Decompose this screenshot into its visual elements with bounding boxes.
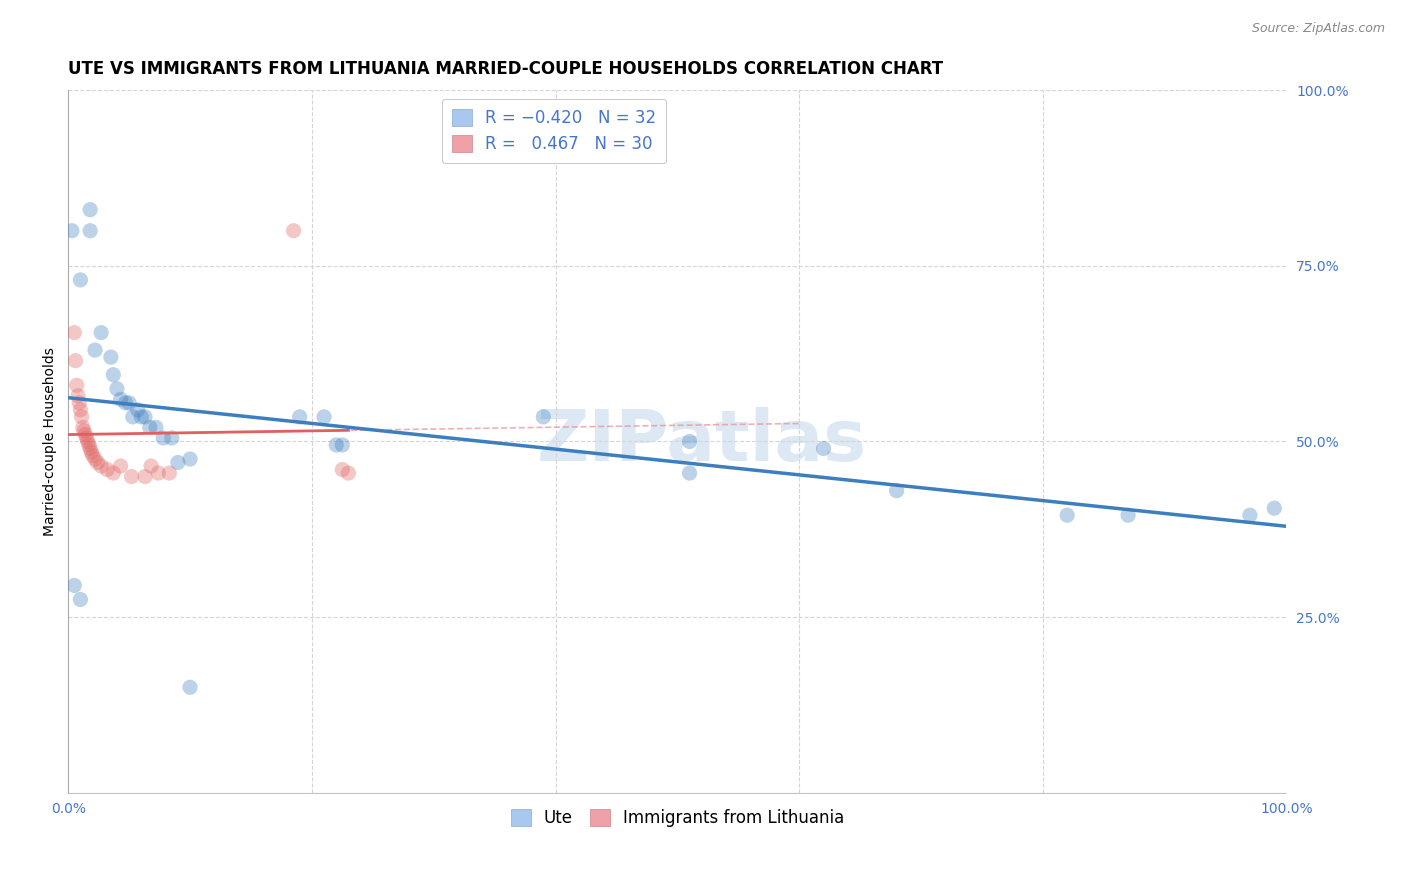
Point bbox=[179, 681, 201, 695]
Point bbox=[69, 592, 91, 607]
Point bbox=[76, 434, 98, 449]
Point bbox=[90, 326, 112, 340]
Point bbox=[79, 442, 101, 456]
Point bbox=[145, 420, 167, 434]
Point bbox=[678, 466, 700, 480]
Point bbox=[76, 431, 98, 445]
Text: UTE VS IMMIGRANTS FROM LITHUANIA MARRIED-COUPLE HOUSEHOLDS CORRELATION CHART: UTE VS IMMIGRANTS FROM LITHUANIA MARRIED… bbox=[69, 60, 943, 78]
Point bbox=[148, 466, 170, 480]
Point bbox=[531, 409, 554, 424]
Point bbox=[134, 409, 156, 424]
Point bbox=[1239, 508, 1261, 523]
Point bbox=[134, 469, 156, 483]
Y-axis label: Married-couple Households: Married-couple Households bbox=[44, 347, 58, 536]
Point bbox=[73, 424, 96, 438]
Point bbox=[63, 326, 86, 340]
Point bbox=[69, 273, 91, 287]
Point bbox=[103, 368, 125, 382]
Point bbox=[79, 202, 101, 217]
Point bbox=[167, 456, 190, 470]
Point bbox=[121, 469, 143, 483]
Point bbox=[1263, 501, 1285, 516]
Point bbox=[312, 409, 335, 424]
Point bbox=[1056, 508, 1078, 523]
Point bbox=[96, 462, 118, 476]
Point bbox=[63, 578, 86, 592]
Legend: Ute, Immigrants from Lithuania: Ute, Immigrants from Lithuania bbox=[503, 802, 851, 833]
Point bbox=[110, 392, 132, 407]
Point bbox=[152, 431, 174, 445]
Point bbox=[114, 396, 136, 410]
Point bbox=[678, 434, 700, 449]
Point bbox=[325, 438, 347, 452]
Point bbox=[70, 409, 93, 424]
Point bbox=[139, 420, 162, 434]
Text: Source: ZipAtlas.com: Source: ZipAtlas.com bbox=[1251, 22, 1385, 36]
Point bbox=[67, 396, 90, 410]
Point bbox=[157, 466, 180, 480]
Text: ZIPatlas: ZIPatlas bbox=[537, 407, 866, 476]
Point bbox=[103, 466, 125, 480]
Point bbox=[110, 458, 132, 473]
Point bbox=[66, 389, 89, 403]
Point bbox=[160, 431, 183, 445]
Point bbox=[179, 452, 201, 467]
Point bbox=[77, 438, 100, 452]
Point bbox=[79, 224, 101, 238]
Point bbox=[330, 438, 353, 452]
Point bbox=[66, 378, 89, 392]
Point bbox=[886, 483, 908, 498]
Point bbox=[1116, 508, 1139, 523]
Point bbox=[72, 420, 94, 434]
Point bbox=[80, 445, 103, 459]
Point bbox=[100, 350, 122, 364]
Point bbox=[118, 396, 141, 410]
Point bbox=[139, 458, 162, 473]
Point bbox=[813, 442, 835, 456]
Point bbox=[84, 452, 107, 467]
Point bbox=[86, 456, 108, 470]
Point bbox=[337, 466, 360, 480]
Point bbox=[121, 409, 143, 424]
Point bbox=[69, 402, 91, 417]
Point bbox=[127, 402, 149, 417]
Point bbox=[131, 409, 153, 424]
Point bbox=[82, 449, 104, 463]
Point bbox=[90, 458, 112, 473]
Point bbox=[84, 343, 107, 358]
Point bbox=[60, 224, 83, 238]
Point bbox=[65, 353, 87, 368]
Point bbox=[330, 462, 353, 476]
Point bbox=[75, 427, 97, 442]
Point bbox=[288, 409, 311, 424]
Point bbox=[283, 224, 305, 238]
Point bbox=[105, 382, 128, 396]
